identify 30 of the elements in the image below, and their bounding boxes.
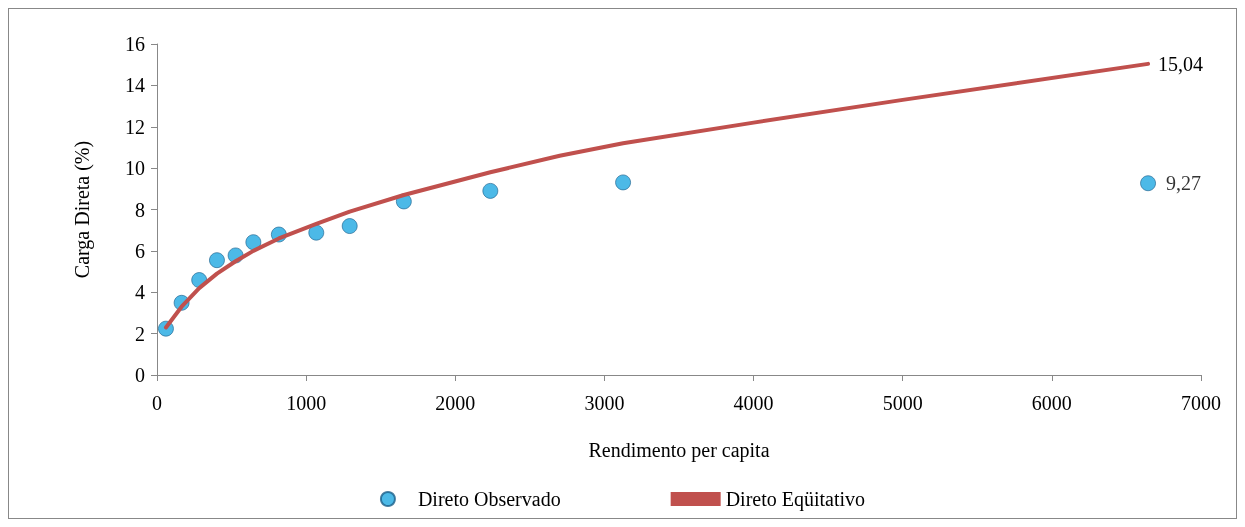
y-tick-label: 2 <box>135 322 145 345</box>
x-tick-label: 2000 <box>435 392 476 414</box>
y-tick-label: 12 <box>125 115 145 138</box>
y-tick-label: 8 <box>135 198 145 221</box>
y-tick-label: 16 <box>125 33 145 55</box>
y-tick-label: 14 <box>125 74 145 97</box>
point <box>308 224 325 241</box>
x-tick-label: 1000 <box>286 392 327 414</box>
point <box>482 182 499 199</box>
x-tick-label: 0 <box>152 392 162 414</box>
legend-label: Direto Observado <box>417 488 561 510</box>
y-axis-title: Carga Direta (%) <box>71 140 94 279</box>
point <box>245 234 262 251</box>
x-tick-label: 4000 <box>733 392 774 414</box>
point <box>209 252 225 269</box>
y-tick-label: 4 <box>135 281 145 304</box>
point <box>1140 175 1156 192</box>
x-tick-label: 7000 <box>1181 392 1221 414</box>
y-tick-label: 0 <box>135 364 145 386</box>
y-tick-label: 6 <box>135 239 145 262</box>
x-tick-label: 5000 <box>882 392 923 414</box>
x-axis-title: Rendimento per capita <box>588 439 770 462</box>
y-tick-label: 10 <box>125 157 145 180</box>
data-label: 15,04 <box>1158 52 1204 75</box>
point <box>615 174 631 191</box>
legend-label: Direto Eqüitativo <box>725 488 866 511</box>
x-tick-label: 6000 <box>1031 392 1072 414</box>
point <box>341 218 358 234</box>
data-label: 9,27 <box>1165 172 1201 195</box>
x-tick-label: 3000 <box>584 392 625 414</box>
